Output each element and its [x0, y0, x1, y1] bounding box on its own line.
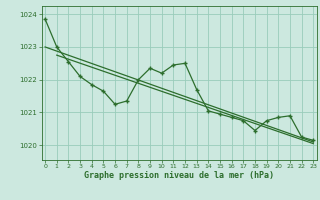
X-axis label: Graphe pression niveau de la mer (hPa): Graphe pression niveau de la mer (hPa) — [84, 171, 274, 180]
